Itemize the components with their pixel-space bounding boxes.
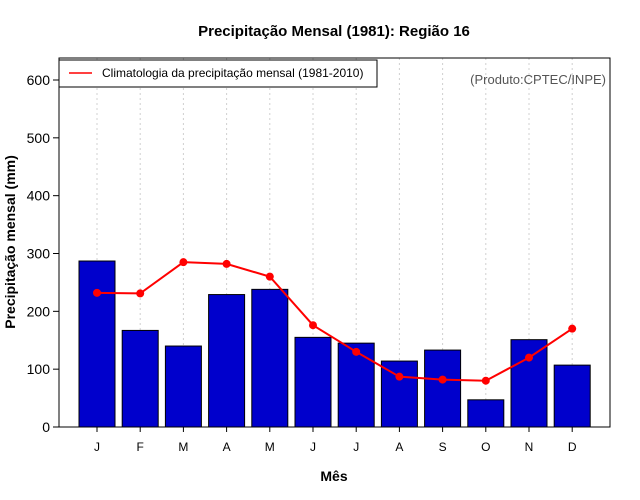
x-tick-label: F	[137, 440, 144, 454]
x-tick-label: A	[395, 440, 403, 454]
climatology-line	[96, 261, 573, 382]
climatology-point-8	[395, 372, 404, 381]
bar-7	[337, 342, 375, 428]
x-tick-label: S	[439, 440, 447, 454]
climatology-point-5	[265, 272, 274, 281]
legend-box	[58, 59, 378, 88]
climatology-point-7	[352, 347, 361, 356]
climatology-point-12	[568, 324, 577, 333]
climatology-point-11	[525, 353, 533, 362]
x-tick-label: A	[223, 440, 231, 454]
x-tick-label: J	[353, 440, 359, 454]
bar-8	[380, 360, 418, 428]
x-tick-label: M	[265, 440, 275, 454]
x-tick-label: J	[310, 440, 316, 454]
chart-title: Precipitação Mensal (1981): Região 16	[198, 23, 470, 40]
climatology-series	[93, 258, 577, 385]
plot-frame	[58, 57, 611, 428]
y-tick-label: 0	[42, 419, 50, 435]
y-tick-label: 600	[27, 72, 51, 88]
climatology-point-3	[179, 258, 188, 267]
grid-lines	[96, 58, 573, 427]
climatology-point-2	[136, 289, 145, 298]
bar-11	[510, 339, 548, 428]
legend-label: Climatologia da precipitação mensal (198…	[102, 66, 363, 80]
y-tick-label: 400	[27, 188, 51, 204]
bar-12	[553, 364, 591, 428]
y-axis: 0 100 200 300 400 500 600	[27, 72, 59, 435]
x-tick-label: N	[525, 440, 534, 454]
y-tick-label: 500	[27, 130, 51, 146]
x-tick-label: M	[178, 440, 188, 454]
climatology-point-4	[222, 259, 231, 268]
y-tick-label: 100	[27, 361, 51, 377]
x-tick-label: D	[568, 440, 577, 454]
bar-4	[208, 294, 246, 428]
bar-10	[467, 399, 505, 428]
climatology-point-1	[93, 288, 101, 297]
bar-6	[294, 336, 332, 428]
bar-series	[78, 260, 591, 428]
bar-1	[78, 260, 116, 428]
y-tick-label: 200	[27, 303, 51, 319]
climatology-point-9	[438, 375, 447, 384]
x-tick-label: J	[94, 440, 100, 454]
bar-5	[251, 288, 289, 428]
climatology-point-10	[481, 376, 490, 385]
product-credit: (Produto:CPTEC/INPE)	[470, 72, 606, 87]
bar-3	[164, 345, 202, 428]
bar-9	[424, 349, 462, 428]
y-tick-label: 300	[27, 246, 51, 262]
bar-2	[121, 329, 159, 428]
legend: Climatologia da precipitação mensal (198…	[58, 59, 378, 88]
x-tick-label: O	[481, 440, 490, 454]
y-axis-label: Precipitação mensal (mm)	[2, 155, 18, 329]
climatology-point-6	[309, 321, 317, 330]
x-axis-label: Mês	[320, 468, 347, 484]
